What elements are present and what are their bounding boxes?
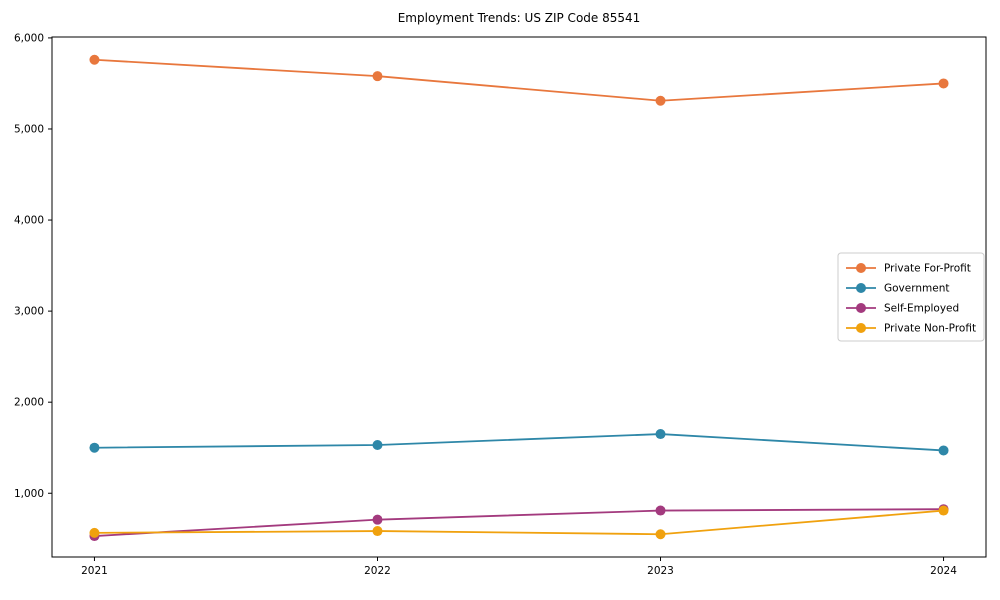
series-marker-government	[89, 442, 100, 453]
series-line-government	[94, 433, 944, 452]
series-marker-private-non-profit	[89, 527, 100, 538]
y-tick-label: 1,000	[14, 488, 44, 500]
series-marker-private-for-profit	[938, 78, 949, 89]
y-tick-label: 6,000	[14, 32, 44, 44]
legend-marker-government	[856, 283, 866, 293]
series-marker-private-for-profit	[655, 95, 666, 106]
y-tick-label: 4,000	[14, 215, 44, 227]
series-line-private-for-profit	[94, 58, 944, 102]
series-marker-self-employed	[655, 505, 666, 516]
y-tick-label: 2,000	[14, 397, 44, 409]
legend-box	[837, 252, 985, 342]
series-marker-private-non-profit	[372, 526, 383, 537]
series-marker-private-for-profit	[89, 54, 100, 65]
series-marker-private-non-profit	[938, 505, 949, 516]
legend-marker-self-employed	[856, 303, 866, 313]
legend-label-government: Government	[884, 283, 949, 295]
legend-marker-private-for-profit	[856, 263, 866, 273]
series-marker-private-non-profit	[655, 529, 666, 540]
series-line-self-employed	[94, 508, 944, 537]
legend-label-self-employed: Self-Employed	[884, 303, 959, 315]
axes-box	[51, 36, 987, 558]
x-tick-label: 2021	[81, 565, 108, 577]
series-marker-government	[372, 439, 383, 450]
series-marker-government	[938, 445, 949, 456]
legend-marker-private-non-profit	[856, 323, 866, 333]
series-marker-government	[655, 429, 666, 440]
x-tick-label: 2023	[647, 565, 674, 577]
chart-title: Employment Trends: US ZIP Code 85541	[397, 11, 641, 25]
legend-label-private-for-profit: Private For-Profit	[884, 263, 971, 275]
y-tick-label: 3,000	[14, 306, 44, 318]
series-marker-private-for-profit	[372, 71, 383, 82]
series-line-private-non-profit	[94, 509, 944, 536]
x-tick-label: 2024	[930, 565, 957, 577]
series-marker-self-employed	[372, 514, 383, 525]
x-tick-label: 2022	[364, 565, 391, 577]
legend-label-private-non-profit: Private Non-Profit	[884, 323, 976, 335]
y-tick-label: 5,000	[14, 123, 44, 135]
